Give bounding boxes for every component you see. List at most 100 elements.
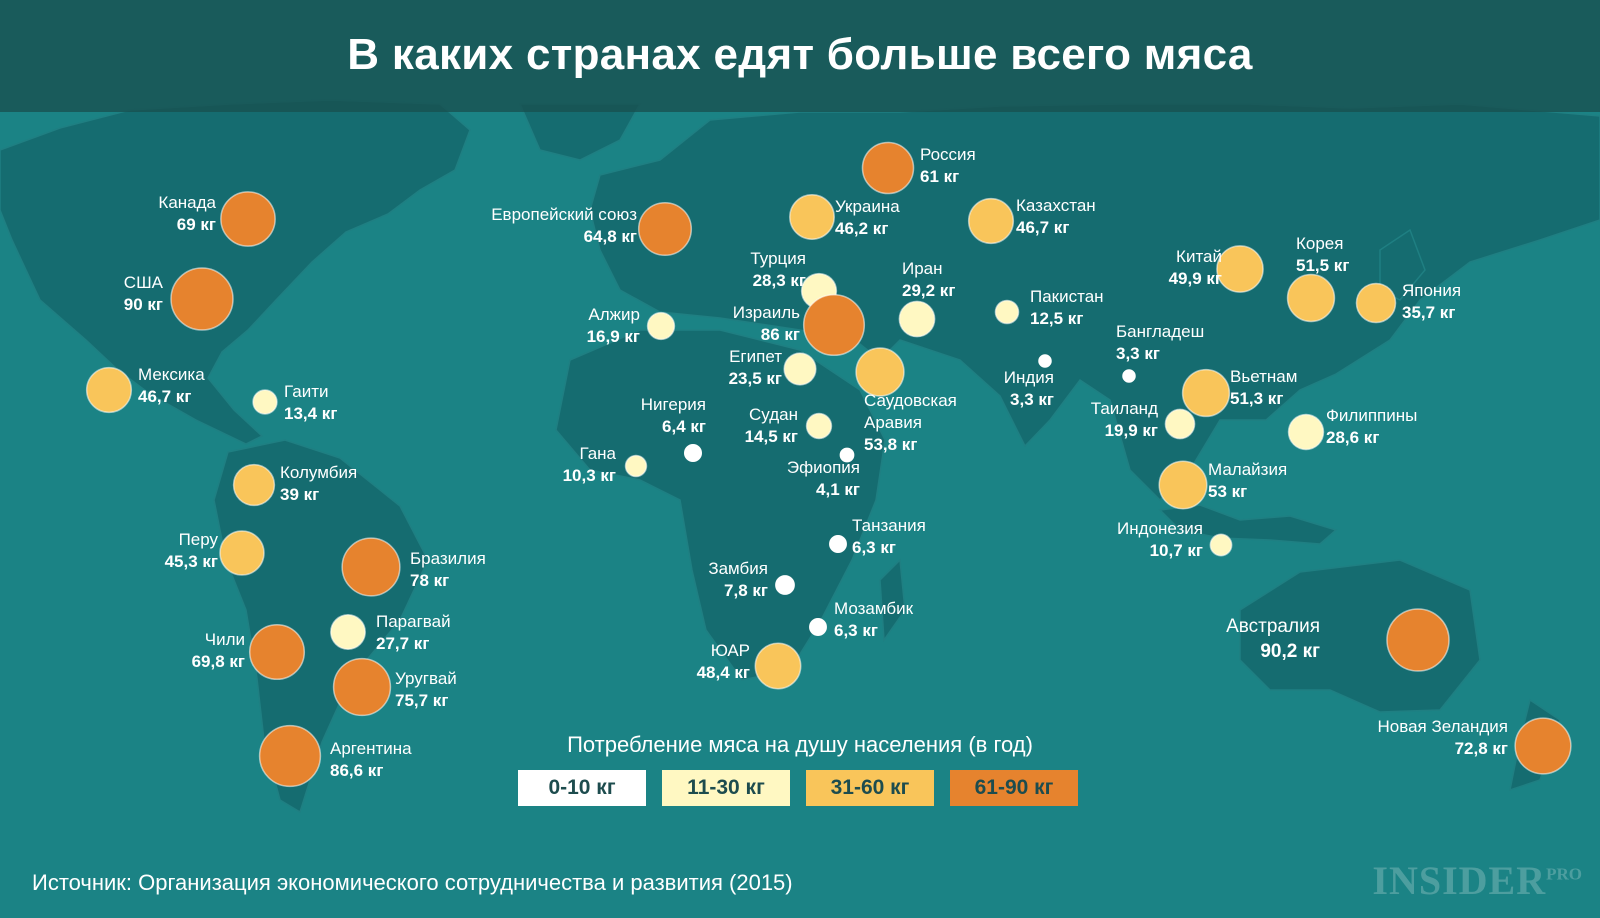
country-name: Филиппины: [1326, 406, 1418, 425]
country-value: 3,3 кг: [1010, 390, 1054, 409]
country-name: Израиль: [732, 303, 800, 322]
country-30-label: Малайзия 53 кг: [1208, 459, 1287, 503]
country-name: Япония: [1402, 281, 1462, 300]
country-name: Перу: [178, 530, 218, 549]
bubbles: [85, 141, 1572, 788]
country-value: 35,7 кг: [1402, 303, 1456, 322]
country-19-bubble: [802, 293, 866, 357]
country-value: 51,3 кг: [1230, 389, 1284, 408]
country-7-label: Парагвай 27,7 кг: [376, 611, 451, 655]
land-greenland: [518, 103, 642, 161]
country-32-bubble: [683, 443, 703, 463]
country-name: Танзания: [852, 516, 926, 535]
country-value: 27,7 кг: [376, 634, 430, 653]
country-2-label: Мексика 46,7 кг: [138, 364, 205, 408]
country-3-label: Гаити 13,4 кг: [284, 381, 337, 425]
country-37-label: Замбия 7,8 кг: [708, 558, 768, 602]
country-41-label: Новая Зеландия 72,8 кг: [1378, 716, 1509, 760]
country-name: Иран: [902, 259, 943, 278]
country-5-bubble: [219, 530, 265, 576]
country-name: Египет: [729, 347, 782, 366]
country-name: Индонезия: [1117, 519, 1203, 538]
country-29-bubble: [1287, 413, 1325, 451]
country-name: Бразилия: [410, 549, 486, 568]
country-name: Канада: [158, 193, 216, 212]
country-27-bubble: [1181, 368, 1231, 418]
country-2-bubble: [85, 366, 133, 414]
country-value: 4,1 кг: [816, 480, 860, 499]
country-name: Колумбия: [280, 463, 358, 482]
country-name: Алжир: [588, 305, 640, 324]
country-value: 12,5 кг: [1030, 309, 1084, 328]
country-value: 90 кг: [123, 295, 163, 314]
country-name: Саудовская Аравия: [864, 391, 957, 432]
country-17-label: Пакистан 12,5 кг: [1030, 286, 1104, 330]
country-28-bubble: [1164, 408, 1196, 440]
country-value: 23,5 кг: [728, 369, 782, 388]
country-24-bubble: [1216, 245, 1264, 293]
source-note: Источник: Организация экономического сот…: [32, 870, 793, 895]
country-20-bubble: [783, 352, 817, 386]
country-13-bubble: [861, 141, 915, 195]
land-africa: [555, 329, 886, 681]
country-value: 75,7 кг: [395, 691, 449, 710]
country-1-bubble: [170, 267, 234, 331]
country-name: Китай: [1176, 247, 1222, 266]
country-41-bubble: [1514, 717, 1572, 775]
legend-title: Потребление мяса на душу населения (в го…: [567, 732, 1033, 757]
country-10-bubble: [258, 724, 322, 788]
country-value: 6,4 кг: [662, 417, 706, 436]
land-australia: [1239, 559, 1481, 713]
country-9-bubble: [332, 657, 392, 717]
country-13-label: Россия 61 кг: [920, 144, 976, 188]
brand-logo: INSIDERPRO: [1372, 858, 1582, 903]
country-name: Чили: [204, 630, 245, 649]
country-33-bubble: [624, 454, 648, 478]
country-4-label: Колумбия 39 кг: [280, 462, 357, 506]
country-22-bubble: [1038, 354, 1052, 368]
country-value: 19,9 кг: [1104, 421, 1158, 440]
country-name: Новая Зеландия: [1377, 717, 1509, 736]
country-value: 39 кг: [280, 485, 320, 504]
country-9-label: Уругвай 75,7 кг: [395, 668, 457, 712]
country-name: Европейский союз: [491, 205, 637, 224]
country-value: 69,8 кг: [191, 652, 245, 671]
country-18-bubble: [646, 311, 676, 341]
country-18-label: Алжир 16,9 кг: [587, 304, 640, 348]
country-23-bubble: [1122, 369, 1136, 383]
country-14-bubble: [967, 197, 1015, 245]
country-value: 53,8 кг: [864, 435, 918, 454]
legend-item-61-90: 61-90 кг: [950, 770, 1078, 806]
country-38-label: Мозамбик 6,3 кг: [834, 598, 913, 642]
country-value: 7,8 кг: [724, 581, 768, 600]
page-title: В каких странах едят больше всего мяса: [347, 30, 1253, 79]
header-bar: [0, 0, 1600, 112]
country-19-label: Израиль 86 кг: [733, 302, 800, 346]
country-name: Таиланд: [1090, 399, 1158, 418]
country-value: 49,9 кг: [1168, 269, 1222, 288]
country-28-label: Таиланд 19,9 кг: [1091, 398, 1158, 442]
country-33-label: Гана 10,3 кг: [563, 443, 616, 487]
country-value: 48,4 кг: [696, 663, 750, 682]
country-value: 64,8 кг: [583, 227, 637, 246]
country-16-label: Иран 29,2 кг: [902, 258, 955, 302]
country-21-label: Саудовская Аравия 53,8 кг: [864, 390, 968, 456]
country-20-label: Египет 23,5 кг: [729, 346, 782, 390]
country-34-label: Судан 14,5 кг: [745, 404, 798, 448]
land-madagascar: [879, 558, 906, 643]
country-name: Казахстан: [1016, 196, 1096, 215]
country-value: 78 кг: [410, 571, 450, 590]
country-name: Австралия: [1226, 616, 1320, 637]
country-22-label: Индия 3,3 кг: [1004, 367, 1054, 411]
country-27-label: Вьетнам 51,3 кг: [1230, 366, 1297, 410]
country-value: 90,2 кг: [1260, 641, 1320, 662]
country-25-bubble: [1286, 273, 1336, 323]
country-6-bubble: [341, 537, 401, 597]
country-32-label: Нигерия 6,4 кг: [641, 394, 706, 438]
country-12-label: Украина 46,2 кг: [835, 196, 900, 240]
country-name: Гаити: [284, 382, 329, 401]
country-name: Турция: [750, 249, 806, 268]
country-30-bubble: [1158, 460, 1208, 510]
